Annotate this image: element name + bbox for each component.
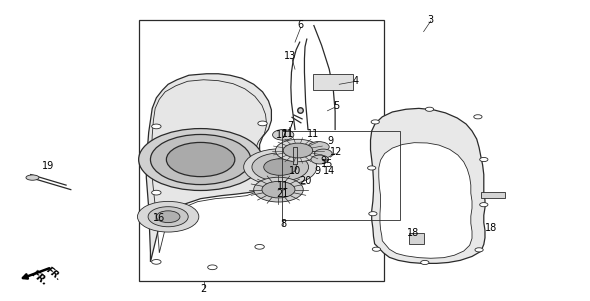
Ellipse shape xyxy=(156,211,180,223)
Ellipse shape xyxy=(139,129,263,191)
Ellipse shape xyxy=(369,212,377,216)
Ellipse shape xyxy=(152,259,161,264)
Text: 13: 13 xyxy=(284,51,296,61)
Ellipse shape xyxy=(258,121,267,126)
Ellipse shape xyxy=(475,248,483,252)
Ellipse shape xyxy=(166,142,235,177)
Text: 20: 20 xyxy=(300,176,312,186)
Polygon shape xyxy=(371,108,485,263)
Ellipse shape xyxy=(368,166,376,170)
Text: 19: 19 xyxy=(42,161,54,171)
Ellipse shape xyxy=(255,244,264,249)
Ellipse shape xyxy=(421,260,429,265)
Ellipse shape xyxy=(262,182,295,198)
Text: 9: 9 xyxy=(320,156,326,166)
Polygon shape xyxy=(146,74,271,262)
Ellipse shape xyxy=(152,190,161,195)
Bar xyxy=(481,191,505,198)
Ellipse shape xyxy=(371,120,379,124)
Text: FR.: FR. xyxy=(44,266,63,283)
Text: FR.: FR. xyxy=(30,269,50,287)
Text: 11: 11 xyxy=(307,129,319,139)
Ellipse shape xyxy=(425,107,434,111)
Polygon shape xyxy=(379,143,472,258)
Ellipse shape xyxy=(26,175,39,180)
Bar xyxy=(282,131,400,220)
Text: 12: 12 xyxy=(330,147,342,157)
Bar xyxy=(409,233,424,244)
Ellipse shape xyxy=(252,153,309,181)
Text: 14: 14 xyxy=(323,166,335,176)
Ellipse shape xyxy=(264,159,297,175)
Text: 10: 10 xyxy=(289,166,301,176)
Text: 3: 3 xyxy=(428,14,434,25)
Polygon shape xyxy=(293,147,297,164)
Bar xyxy=(313,74,353,90)
Ellipse shape xyxy=(372,247,381,251)
Text: 8: 8 xyxy=(280,219,286,229)
Text: 5: 5 xyxy=(333,101,339,111)
Ellipse shape xyxy=(283,143,313,158)
Ellipse shape xyxy=(314,149,332,158)
Ellipse shape xyxy=(137,201,199,232)
Text: 7: 7 xyxy=(287,121,293,131)
Ellipse shape xyxy=(273,129,294,140)
Text: 9: 9 xyxy=(327,136,333,146)
Text: 2: 2 xyxy=(201,284,206,294)
Text: 4: 4 xyxy=(352,76,358,86)
Text: 18: 18 xyxy=(485,223,497,233)
Bar xyxy=(139,20,384,281)
Ellipse shape xyxy=(474,115,482,119)
Text: 11: 11 xyxy=(282,129,294,139)
Text: 21: 21 xyxy=(276,189,288,199)
Text: 11: 11 xyxy=(277,181,289,191)
Text: 15: 15 xyxy=(322,159,333,169)
Ellipse shape xyxy=(244,149,317,185)
Ellipse shape xyxy=(208,265,217,270)
Ellipse shape xyxy=(148,207,188,227)
Text: 9: 9 xyxy=(314,166,320,176)
Text: 17: 17 xyxy=(276,130,288,140)
Text: 18: 18 xyxy=(407,228,419,238)
Ellipse shape xyxy=(480,203,488,207)
Ellipse shape xyxy=(311,155,329,164)
Ellipse shape xyxy=(480,157,488,162)
Ellipse shape xyxy=(150,135,251,185)
Text: 16: 16 xyxy=(153,213,165,223)
Ellipse shape xyxy=(254,177,303,202)
Text: 6: 6 xyxy=(298,20,304,30)
Ellipse shape xyxy=(276,139,320,162)
Ellipse shape xyxy=(152,124,161,129)
Ellipse shape xyxy=(308,141,329,152)
